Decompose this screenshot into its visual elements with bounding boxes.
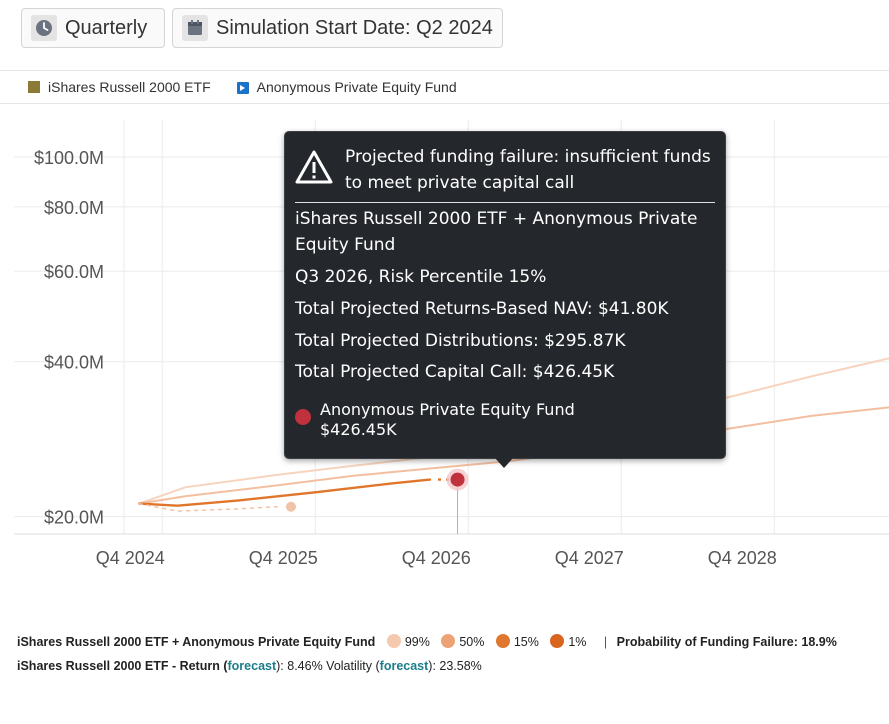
volatility-forecast-link[interactable]: forecast bbox=[379, 659, 429, 673]
series-1pct-end-marker bbox=[286, 501, 296, 512]
tooltip-fund-name: Anonymous Private Equity Fund bbox=[320, 400, 575, 419]
tooltip-nav: Total Projected Returns-Based NAV: $41.8… bbox=[295, 299, 669, 319]
tooltip-fund-value: $426.45K bbox=[320, 420, 397, 439]
period-label: Quarterly bbox=[65, 16, 148, 39]
legend-swatch bbox=[28, 81, 40, 93]
y-tick-label: $100.0M bbox=[34, 148, 104, 168]
percentile-1-dot bbox=[550, 634, 565, 648]
tooltip-period: Q3 2026, Risk Percentile 15% bbox=[295, 267, 547, 287]
y-tick-label: $60.0M bbox=[44, 262, 104, 282]
x-tick-label: Q4 2027 bbox=[555, 548, 624, 568]
y-tick-label: $40.0M bbox=[44, 353, 104, 373]
period-selector-button[interactable]: Quarterly bbox=[21, 8, 165, 48]
funding-failure-tooltip: Projected funding failure: insufficient … bbox=[284, 131, 726, 459]
tooltip-distributions: Total Projected Distributions: $295.87K bbox=[295, 331, 626, 351]
chart-legend: iShares Russell 2000 ETF Anonymous Priva… bbox=[0, 70, 889, 104]
clock-icon bbox=[31, 15, 57, 41]
legend-label: Anonymous Private Equity Fund bbox=[256, 79, 457, 95]
return-forecast-link[interactable]: forecast bbox=[227, 659, 277, 673]
y-tick-label: $80.0M bbox=[44, 198, 104, 218]
percentile-99-label: 99% bbox=[404, 635, 430, 649]
start-date-label: Simulation Start Date: Q2 2024 bbox=[216, 16, 493, 39]
funding-failure-probability: Probability of Funding Failure: 18.9% bbox=[616, 635, 837, 649]
percentile-50-label: 50% bbox=[459, 635, 485, 649]
percentile-99-dot bbox=[386, 634, 401, 648]
x-tick-label: Q4 2025 bbox=[249, 548, 318, 568]
footer-etf-label: iShares Russell 2000 ETF - Return ( bbox=[17, 659, 228, 673]
footer-separator: | bbox=[603, 635, 608, 649]
highlight-point bbox=[450, 472, 465, 487]
simulation-start-date-button[interactable]: Simulation Start Date: Q2 2024 bbox=[172, 8, 503, 48]
percentile-50-dot bbox=[441, 634, 456, 648]
footer-percentile-row: iShares Russell 2000 ETF + Anonymous Pri… bbox=[17, 634, 837, 649]
legend-item-private-equity[interactable]: Anonymous Private Equity Fund bbox=[236, 79, 457, 95]
percentile-15-label: 15% bbox=[513, 635, 539, 649]
legend-item-russell-etf[interactable]: iShares Russell 2000 ETF bbox=[28, 79, 211, 95]
return-volatility-text: ): 8.46% Volatility ( bbox=[276, 659, 380, 673]
x-tick-label: Q4 2028 bbox=[708, 548, 777, 568]
series-line-15pct bbox=[138, 478, 432, 507]
warning-triangle-icon bbox=[295, 150, 333, 184]
footer-return-row: iShares Russell 2000 ETF - Return (forec… bbox=[17, 659, 482, 673]
x-tick-label: Q4 2026 bbox=[402, 548, 471, 568]
series-line-1pct bbox=[138, 502, 278, 512]
percentile-15-dot bbox=[495, 634, 510, 648]
tooltip-series-dot bbox=[295, 409, 311, 425]
tooltip-fund: Anonymous Private Equity Fund $426.45K bbox=[320, 400, 575, 440]
legend-label: iShares Russell 2000 ETF bbox=[48, 79, 211, 95]
tooltip-portfolio: iShares Russell 2000 ETF + Anonymous Pri… bbox=[295, 209, 698, 255]
tooltip-headline: Projected funding failure: insufficient … bbox=[345, 147, 711, 193]
x-tick-label: Q4 2024 bbox=[96, 548, 165, 568]
tooltip-pointer bbox=[495, 458, 513, 468]
tooltip-capital-call: Total Projected Capital Call: $426.45K bbox=[295, 362, 615, 382]
calendar-icon bbox=[182, 15, 208, 41]
footer-portfolio-label: iShares Russell 2000 ETF + Anonymous Pri… bbox=[17, 635, 376, 649]
volatility-value: ): 23.58% bbox=[428, 659, 482, 673]
tooltip-header: Projected funding failure: insufficient … bbox=[295, 144, 715, 203]
percentile-1-label: 1% bbox=[568, 635, 587, 649]
y-tick-label: $20.0M bbox=[44, 508, 104, 528]
legend-flag-icon bbox=[236, 81, 249, 94]
